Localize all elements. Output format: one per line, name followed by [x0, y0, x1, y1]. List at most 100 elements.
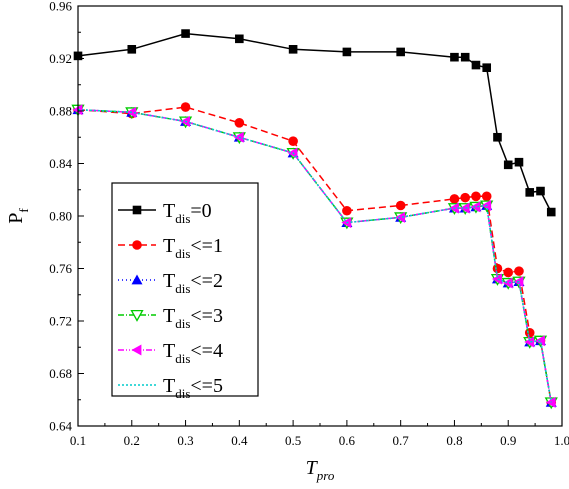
series-1-point — [493, 132, 502, 142]
x-tick-label: 0.2 — [124, 433, 140, 448]
legend-marker — [131, 274, 143, 285]
series-1-point — [503, 160, 513, 170]
series-2-point — [524, 328, 535, 338]
series-2 — [73, 102, 557, 408]
series-1-point — [546, 207, 556, 217]
legend-label-sub: dis — [175, 246, 190, 261]
legend-item-2: Tdis<=1 — [118, 235, 223, 261]
x-tick-label: 0.3 — [177, 433, 193, 448]
series-6-line — [77, 108, 552, 403]
legend-label-main: T — [163, 270, 175, 292]
series-1-point — [127, 45, 137, 54]
legend-label: Tdis<=1 — [163, 235, 223, 261]
series-6 — [77, 108, 552, 403]
series-5-point — [491, 273, 502, 285]
series-1-point — [536, 186, 545, 196]
x-tick-label: 1.0 — [554, 433, 569, 448]
series-2-point — [481, 191, 492, 202]
legend-items: Tdis=0Tdis<=1Tdis<=2Tdis<=3Tdis<=4Tdis<=… — [118, 200, 223, 401]
legend-item-3: Tdis<=2 — [118, 270, 223, 296]
y-tick-label: 0.72 — [49, 314, 72, 329]
legend-label-rel: <=2 — [190, 270, 223, 292]
series-1-point — [514, 157, 524, 167]
legend-label: Tdis<=4 — [163, 340, 223, 366]
series-5-point — [470, 201, 481, 213]
x-tick-label: 0.9 — [500, 433, 516, 448]
legend-item-1: Tdis=0 — [118, 200, 212, 226]
series-1-point — [235, 34, 244, 44]
x-tick-label: 0.7 — [393, 433, 410, 448]
series-1-point — [342, 47, 352, 57]
legend-marker — [132, 205, 142, 215]
series-1-point — [396, 47, 405, 57]
series-2-point — [234, 118, 245, 128]
series-2-point — [492, 263, 503, 274]
series-2-point — [449, 194, 460, 204]
legend-label-main: T — [163, 340, 175, 362]
legend-item-4: Tdis<=3 — [118, 305, 223, 331]
legend-label-rel: <=1 — [190, 235, 223, 257]
x-tick-label: 0.1 — [70, 433, 86, 448]
series-2-point — [514, 266, 524, 276]
y-tick-label: 0.64 — [49, 419, 72, 434]
legend-label-rel: <=3 — [190, 305, 223, 327]
legend-label-sub: dis — [175, 386, 190, 401]
series-1-point — [288, 45, 298, 54]
y-tick-label: 0.76 — [49, 261, 72, 276]
legend-label-sub: dis — [175, 211, 190, 226]
series-5-point — [524, 336, 535, 348]
series-2-point — [395, 200, 406, 211]
legend-label-main: T — [163, 200, 175, 222]
series-2-point — [288, 136, 298, 146]
legend: Tdis=0Tdis<=1Tdis<=2Tdis<=3Tdis<=4Tdis<=… — [111, 182, 259, 401]
series-2-point — [503, 267, 514, 278]
axis-ticks: 0.1 0.2 0.3 0.4 0.5 0.6 0.7 0.8 0.9 1.0 0.64 0.68 0.… — [49, 0, 569, 448]
legend-label-sub: dis — [175, 316, 190, 331]
x-tick-label: 0.8 — [446, 433, 462, 448]
series-1-point — [525, 188, 535, 197]
y-axis-title-main: P — [5, 213, 27, 224]
y-tick-label: 0.84 — [49, 156, 72, 171]
legend-marker — [131, 344, 142, 356]
legend-label-main: T — [163, 375, 175, 397]
series-1-point — [450, 52, 459, 62]
legend-label-main: T — [163, 305, 175, 327]
series-1-point — [181, 29, 190, 38]
series-2-point — [471, 191, 481, 202]
y-axis-title-sub: f — [16, 208, 31, 213]
legend-item-5: Tdis<=4 — [118, 340, 223, 366]
legend-label: Tdis<=5 — [163, 375, 223, 401]
series-1-point — [471, 60, 481, 70]
x-axis-title-sub: pro — [316, 468, 335, 483]
legend-label-main: T — [163, 235, 175, 257]
series-5-point — [287, 147, 298, 159]
series-5-point — [233, 131, 244, 143]
series-1-point — [460, 52, 470, 62]
legend-label-rel: =0 — [190, 200, 211, 222]
legend-marker — [132, 240, 142, 250]
legend-label-rel: <=5 — [190, 375, 223, 397]
legend-label: Tdis<=2 — [163, 270, 223, 296]
y-tick-label: 0.92 — [49, 51, 72, 66]
y-tick-label: 0.88 — [49, 104, 72, 119]
series-2-point — [342, 205, 352, 216]
y-tick-label: 0.96 — [49, 0, 72, 14]
x-tick-label: 0.6 — [339, 433, 356, 448]
x-axis-title-main: T — [306, 457, 319, 479]
series-layer — [71, 29, 558, 410]
legend-label: Tdis=0 — [163, 200, 212, 226]
legend-box — [111, 182, 259, 397]
series-5-point — [459, 202, 470, 214]
series-2-line — [77, 106, 552, 403]
series-2-point — [180, 102, 191, 112]
series-5-point — [502, 277, 513, 289]
legend-label-sub: dis — [175, 281, 190, 296]
y-axis-title: Pf — [5, 208, 31, 224]
y-tick-label: 0.80 — [49, 209, 72, 224]
series-2-point — [460, 192, 471, 203]
legend-label-sub: dis — [175, 351, 190, 366]
x-tick-label: 0.4 — [231, 433, 248, 448]
series-1-point — [482, 63, 492, 72]
